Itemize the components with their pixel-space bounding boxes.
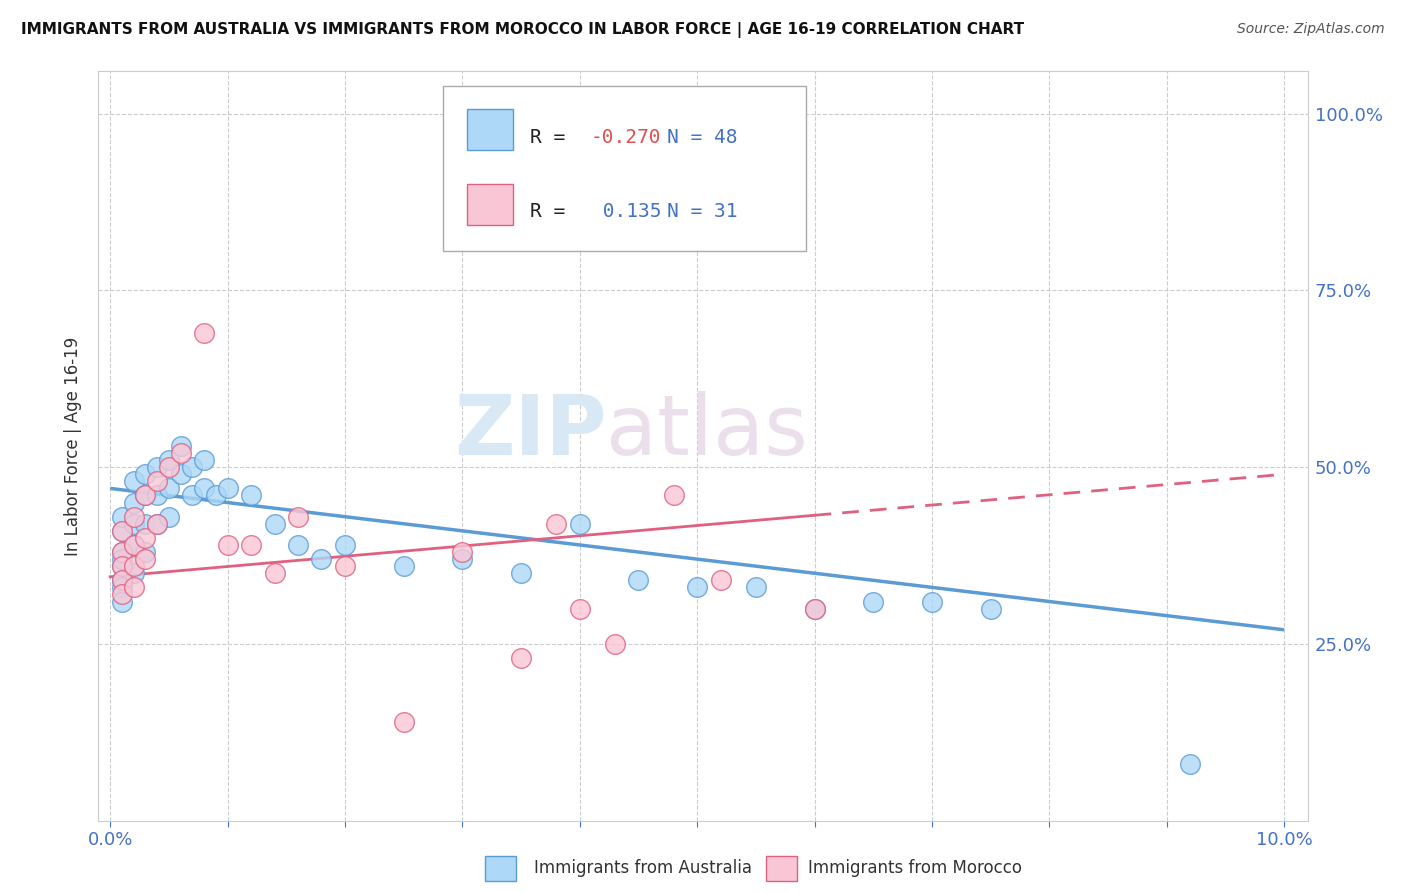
Point (111, 580, 134, 594)
Point (122, 516, 145, 531)
Point (287, 509, 309, 524)
Point (745, 580, 768, 594)
Point (169, 446, 191, 460)
FancyBboxPatch shape (443, 87, 806, 252)
Text: -0.270: -0.270 (591, 128, 661, 146)
Point (510, 566, 533, 581)
Point (122, 559, 145, 574)
Point (122, 538, 145, 552)
Point (627, 574, 650, 588)
Point (122, 538, 145, 552)
Point (111, 524, 134, 538)
Point (146, 475, 169, 489)
Point (1180, 757, 1202, 772)
Text: R =: R = (530, 202, 576, 221)
Point (111, 545, 134, 559)
Point (803, 601, 825, 615)
Point (134, 552, 156, 566)
Point (568, 516, 591, 531)
Point (169, 467, 191, 482)
Point (217, 482, 239, 496)
Text: ZIP: ZIP (454, 391, 606, 472)
Point (134, 516, 156, 531)
Point (193, 482, 215, 496)
Point (146, 488, 169, 502)
Point (287, 538, 309, 552)
Point (157, 460, 180, 475)
Point (157, 509, 180, 524)
Point (111, 574, 134, 588)
Point (134, 531, 156, 545)
Point (686, 580, 709, 594)
Y-axis label: In Labor Force | Age 16-19: In Labor Force | Age 16-19 (65, 336, 83, 556)
Point (181, 460, 204, 475)
Point (263, 566, 285, 581)
Text: Immigrants from Morocco: Immigrants from Morocco (808, 859, 1022, 877)
Point (111, 509, 134, 524)
Bar (467, 109, 513, 150)
Point (146, 516, 169, 531)
Text: Immigrants from Australia: Immigrants from Australia (534, 859, 752, 877)
Point (263, 516, 285, 531)
Point (980, 601, 1002, 615)
Point (510, 651, 533, 665)
Text: R =: R = (530, 128, 576, 146)
Point (122, 509, 145, 524)
Point (134, 488, 156, 502)
Point (193, 453, 215, 467)
Point (122, 495, 145, 509)
Point (111, 587, 134, 601)
Point (603, 637, 626, 651)
Point (921, 594, 943, 608)
Point (193, 326, 215, 340)
Point (803, 601, 825, 615)
Point (134, 488, 156, 502)
Point (568, 601, 591, 615)
Point (134, 467, 156, 482)
Point (451, 545, 474, 559)
Text: 0.135: 0.135 (591, 202, 661, 221)
Point (146, 516, 169, 531)
Point (862, 594, 884, 608)
Point (134, 545, 156, 559)
Point (392, 559, 415, 574)
Point (111, 559, 134, 574)
Point (157, 482, 180, 496)
Point (169, 439, 191, 453)
Bar (467, 184, 513, 225)
Point (217, 538, 239, 552)
Point (204, 488, 226, 502)
Point (181, 488, 204, 502)
Point (546, 516, 568, 531)
Point (240, 488, 263, 502)
Point (122, 475, 145, 489)
Point (662, 488, 685, 502)
Point (122, 566, 145, 581)
Point (111, 594, 134, 608)
Point (111, 545, 134, 559)
Text: atlas: atlas (606, 391, 808, 472)
Point (451, 552, 474, 566)
Point (311, 552, 333, 566)
Point (333, 559, 356, 574)
Point (111, 559, 134, 574)
Text: N = 48: N = 48 (666, 128, 737, 146)
Text: N = 31: N = 31 (666, 202, 737, 221)
Point (240, 538, 263, 552)
Point (111, 574, 134, 588)
Point (157, 453, 180, 467)
Point (710, 574, 733, 588)
Point (111, 552, 134, 566)
Text: Source: ZipAtlas.com: Source: ZipAtlas.com (1237, 22, 1385, 37)
Text: IMMIGRANTS FROM AUSTRALIA VS IMMIGRANTS FROM MOROCCO IN LABOR FORCE | AGE 16-19 : IMMIGRANTS FROM AUSTRALIA VS IMMIGRANTS … (21, 22, 1024, 38)
Point (146, 460, 169, 475)
Point (122, 580, 145, 594)
Point (392, 714, 415, 729)
Point (111, 524, 134, 538)
Point (333, 538, 356, 552)
